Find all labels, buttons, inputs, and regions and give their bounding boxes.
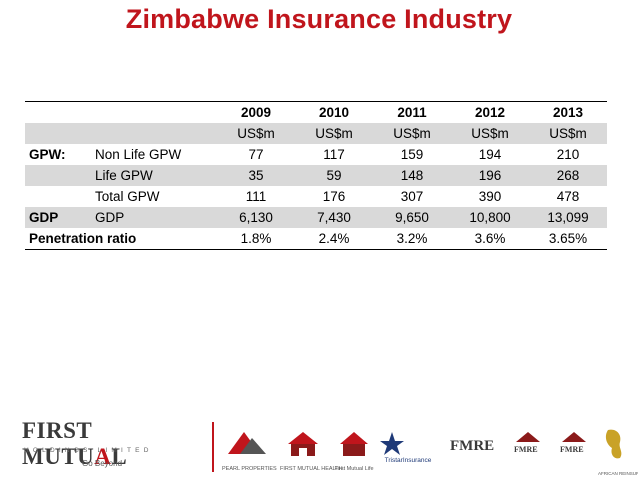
row-group: GDP bbox=[25, 207, 91, 228]
value-cell: 3.65% bbox=[529, 228, 607, 250]
row-group bbox=[25, 186, 91, 207]
company-name: FIRST MUTUAL bbox=[22, 418, 128, 469]
value-cell: 7,430 bbox=[295, 207, 373, 228]
first-mutual-logo: FIRST MUTUAL HOLDINGS LIMITED Go Beyond bbox=[22, 418, 202, 474]
fmre-logo-3: FMRE bbox=[554, 424, 594, 474]
first-mutual-life-logo: First Mutual Life bbox=[332, 424, 376, 474]
value-cell: 176 bbox=[322, 189, 346, 204]
value-cell: 2.4% bbox=[295, 228, 373, 250]
row-label: Life GPW bbox=[91, 165, 217, 186]
value-cell: 9,650 bbox=[373, 207, 451, 228]
slide-title: Zimbabwe Insurance Industry bbox=[125, 4, 513, 34]
row-group: Penetration ratio bbox=[25, 228, 217, 250]
value-cell: 59 bbox=[295, 165, 373, 186]
value-cell: 390 bbox=[478, 189, 502, 204]
table-row: Total GPW 111 176 307 390 478 bbox=[25, 186, 607, 207]
first-mutual-health-logo: FIRST MUTUAL HEALTH bbox=[280, 424, 343, 474]
year-header: 2011 bbox=[373, 101, 451, 123]
unit-cell: US$m bbox=[217, 123, 295, 144]
fmre-logo-2: FMRE bbox=[508, 424, 548, 474]
value-cell: 194 bbox=[478, 147, 502, 162]
footer-divider bbox=[212, 422, 214, 472]
tristar-insurance-logo: TristarInsurance bbox=[380, 424, 436, 474]
row-group: GPW: bbox=[29, 147, 66, 162]
value-cell: 77 bbox=[248, 147, 264, 162]
company-subtitle: HOLDINGS LIMITED bbox=[24, 447, 153, 454]
value-cell: 3.6% bbox=[451, 228, 529, 250]
row-label: GDP bbox=[91, 207, 217, 228]
value-cell: 6,130 bbox=[217, 207, 295, 228]
value-cell: 148 bbox=[373, 165, 451, 186]
value-cell: 3.2% bbox=[373, 228, 451, 250]
row-label: Non Life GPW bbox=[95, 147, 182, 162]
value-cell: 210 bbox=[556, 147, 580, 162]
table-row: Penetration ratio 1.8% 2.4% 3.2% 3.6% 3.… bbox=[25, 228, 607, 250]
unit-cell: US$m bbox=[295, 123, 373, 144]
value-cell: 1.8% bbox=[217, 228, 295, 250]
value-cell: 117 bbox=[323, 147, 345, 162]
row-group bbox=[25, 165, 91, 186]
value-cell: 307 bbox=[400, 189, 424, 204]
footer-logos: FIRST MUTUAL HOLDINGS LIMITED Go Beyond … bbox=[0, 410, 638, 479]
value-cell: 111 bbox=[245, 189, 267, 204]
units-blank bbox=[25, 123, 91, 144]
value-cell: 35 bbox=[217, 165, 295, 186]
value-cell: 268 bbox=[529, 165, 607, 186]
units-row: US$m US$m US$m US$m US$m bbox=[25, 123, 607, 144]
header-blank bbox=[25, 101, 91, 123]
unit-cell: US$m bbox=[373, 123, 451, 144]
svg-text:FMRE: FMRE bbox=[450, 438, 494, 454]
table-row: GDP GDP 6,130 7,430 9,650 10,800 13,099 bbox=[25, 207, 607, 228]
year-header: 2009 bbox=[217, 101, 295, 123]
svg-text:FMRE: FMRE bbox=[514, 445, 538, 454]
units-blank bbox=[91, 123, 217, 144]
value-cell: 196 bbox=[451, 165, 529, 186]
pearl-properties-logo: PEARL PROPERTIES bbox=[222, 424, 277, 474]
header-blank bbox=[91, 101, 217, 123]
company-tagline: Go Beyond bbox=[82, 459, 123, 468]
table-row: GPW: Non Life GPW 77 117 159 194 210 bbox=[25, 144, 607, 165]
year-header: 2013 bbox=[529, 101, 607, 123]
fmre-logo: FMRE bbox=[446, 424, 498, 474]
value-cell: 159 bbox=[400, 147, 424, 162]
row-label: Total GPW bbox=[95, 189, 160, 204]
value-cell: 13,099 bbox=[529, 207, 607, 228]
header-year-row: 2009 2010 2011 2012 2013 bbox=[25, 101, 607, 123]
unit-cell: US$m bbox=[529, 123, 607, 144]
svg-text:FMRE: FMRE bbox=[560, 445, 584, 454]
year-header: 2010 bbox=[295, 101, 373, 123]
unit-cell: US$m bbox=[451, 123, 529, 144]
value-cell: 10,800 bbox=[451, 207, 529, 228]
african-reinsurance-logo: AFRICAN REINSURANCE bbox=[598, 424, 638, 476]
table-row: Life GPW 35 59 148 196 268 bbox=[25, 165, 607, 186]
value-cell: 478 bbox=[556, 189, 580, 204]
insurance-table: 2009 2010 2011 2012 2013 US$m US$m US$m … bbox=[25, 101, 607, 250]
year-header: 2012 bbox=[451, 101, 529, 123]
